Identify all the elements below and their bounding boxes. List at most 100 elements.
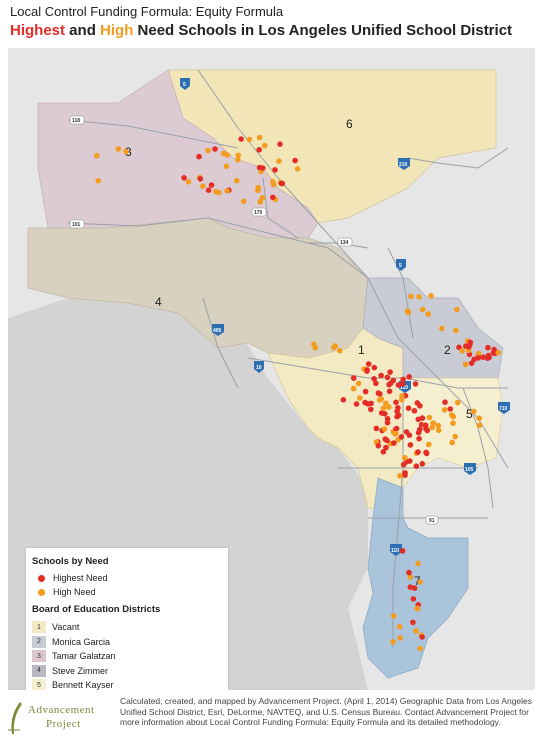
highest-need-school-marker[interactable] — [399, 548, 406, 554]
highest-need-school-marker[interactable] — [395, 405, 401, 411]
high-need-school-marker[interactable] — [332, 343, 339, 349]
high-need-school-marker[interactable] — [386, 404, 392, 410]
highest-need-school-marker[interactable] — [410, 619, 416, 626]
high-need-school-marker[interactable] — [408, 293, 414, 300]
highest-need-school-marker[interactable] — [417, 403, 423, 409]
highest-need-school-marker[interactable] — [386, 388, 393, 395]
highest-need-school-marker[interactable] — [394, 413, 400, 420]
high-need-school-marker[interactable] — [399, 393, 405, 399]
high-need-school-marker[interactable] — [405, 309, 412, 316]
highest-need-school-marker[interactable] — [208, 182, 215, 188]
highest-need-school-marker[interactable] — [419, 461, 426, 467]
highest-need-school-marker[interactable] — [399, 381, 406, 387]
high-need-school-marker[interactable] — [402, 454, 408, 461]
high-need-school-marker[interactable] — [454, 399, 461, 406]
highest-need-school-marker[interactable] — [292, 157, 298, 164]
highest-need-school-marker[interactable] — [256, 147, 262, 153]
highest-need-school-marker[interactable] — [410, 596, 417, 602]
highest-need-school-marker[interactable] — [442, 399, 448, 406]
high-need-school-marker[interactable] — [470, 408, 477, 415]
highest-need-school-marker[interactable] — [423, 425, 429, 432]
high-need-school-marker[interactable] — [380, 405, 387, 412]
high-need-school-marker[interactable] — [425, 311, 432, 317]
highest-need-school-marker[interactable] — [447, 406, 454, 412]
high-need-school-marker[interactable] — [220, 150, 227, 157]
high-need-school-marker[interactable] — [476, 415, 483, 422]
highest-need-school-marker[interactable] — [411, 408, 418, 414]
highest-need-school-marker[interactable] — [384, 437, 390, 444]
highest-need-school-marker[interactable] — [485, 344, 491, 351]
high-need-school-marker[interactable] — [413, 628, 419, 634]
highest-need-school-marker[interactable] — [277, 141, 283, 147]
high-need-school-marker[interactable] — [381, 426, 388, 432]
district-map[interactable]: 6 3 4 1 2 5 7 5 118 101 170 134 210 5 40… — [8, 48, 535, 690]
highest-need-school-marker[interactable] — [378, 410, 385, 416]
high-need-school-marker[interactable] — [419, 306, 426, 313]
high-need-school-marker[interactable] — [426, 414, 433, 421]
highest-need-school-marker[interactable] — [365, 361, 372, 367]
highest-need-school-marker[interactable] — [197, 176, 204, 182]
highest-need-school-marker[interactable] — [405, 405, 412, 412]
high-need-school-marker[interactable] — [94, 152, 100, 159]
highest-need-school-marker[interactable] — [475, 355, 482, 361]
highest-need-school-marker[interactable] — [423, 450, 430, 457]
highest-need-school-marker[interactable] — [256, 164, 263, 171]
highest-need-school-marker[interactable] — [393, 399, 399, 406]
highest-need-school-marker[interactable] — [406, 432, 413, 439]
highest-need-school-marker[interactable] — [384, 416, 391, 422]
high-need-school-marker[interactable] — [453, 327, 459, 334]
high-need-school-marker[interactable] — [435, 422, 442, 429]
highest-need-school-marker[interactable] — [402, 472, 408, 479]
high-need-school-marker[interactable] — [246, 136, 253, 143]
high-need-school-marker[interactable] — [495, 349, 502, 356]
highest-need-school-marker[interactable] — [205, 187, 212, 193]
highest-need-school-marker[interactable] — [398, 434, 405, 440]
high-need-school-marker[interactable] — [235, 152, 241, 159]
high-need-school-marker[interactable] — [200, 183, 206, 189]
highest-need-school-marker[interactable] — [413, 463, 420, 470]
high-need-school-marker[interactable] — [415, 560, 421, 567]
high-need-school-marker[interactable] — [276, 158, 282, 164]
highest-need-school-marker[interactable] — [368, 406, 374, 413]
high-need-school-marker[interactable] — [454, 306, 460, 313]
high-need-school-marker[interactable] — [257, 199, 263, 205]
highest-need-school-marker[interactable] — [362, 399, 368, 406]
highest-need-school-marker[interactable] — [467, 339, 474, 346]
highest-need-school-marker[interactable] — [400, 376, 406, 383]
highest-need-school-marker[interactable] — [419, 634, 425, 640]
highest-need-school-marker[interactable] — [378, 372, 384, 379]
highest-need-school-marker[interactable] — [353, 401, 360, 407]
highest-need-school-marker[interactable] — [456, 344, 462, 351]
high-need-school-marker[interactable] — [357, 395, 363, 401]
district-5-area[interactable] — [402, 377, 504, 490]
district-7-area[interactable] — [362, 477, 469, 679]
high-need-school-marker[interactable] — [383, 400, 389, 407]
highest-need-school-marker[interactable] — [371, 376, 377, 382]
high-need-school-marker[interactable] — [185, 179, 192, 185]
high-need-school-marker[interactable] — [233, 177, 240, 184]
highest-need-school-marker[interactable] — [362, 388, 369, 395]
highest-need-school-marker[interactable] — [395, 382, 402, 388]
highest-need-school-marker[interactable] — [480, 354, 487, 361]
high-need-school-marker[interactable] — [459, 348, 466, 354]
high-need-school-marker[interactable] — [462, 361, 469, 368]
high-need-school-marker[interactable] — [355, 380, 362, 387]
high-need-school-marker[interactable] — [452, 433, 459, 440]
highest-need-school-marker[interactable] — [373, 425, 380, 432]
highest-need-school-marker[interactable] — [368, 400, 374, 407]
highest-need-school-marker[interactable] — [411, 585, 418, 591]
high-need-school-marker[interactable] — [435, 427, 442, 434]
high-need-school-marker[interactable] — [393, 430, 399, 437]
high-need-school-marker[interactable] — [337, 347, 343, 354]
high-need-school-marker[interactable] — [213, 188, 219, 195]
high-need-school-marker[interactable] — [240, 198, 247, 205]
highest-need-school-marker[interactable] — [387, 369, 393, 375]
high-need-school-marker[interactable] — [256, 134, 263, 141]
highest-need-school-marker[interactable] — [466, 344, 472, 350]
high-need-school-marker[interactable] — [441, 407, 448, 413]
highest-need-school-marker[interactable] — [391, 440, 397, 446]
highest-need-school-marker[interactable] — [181, 175, 187, 181]
high-need-school-marker[interactable] — [95, 178, 101, 184]
high-need-school-marker[interactable] — [376, 397, 383, 403]
highest-need-school-marker[interactable] — [384, 374, 391, 381]
